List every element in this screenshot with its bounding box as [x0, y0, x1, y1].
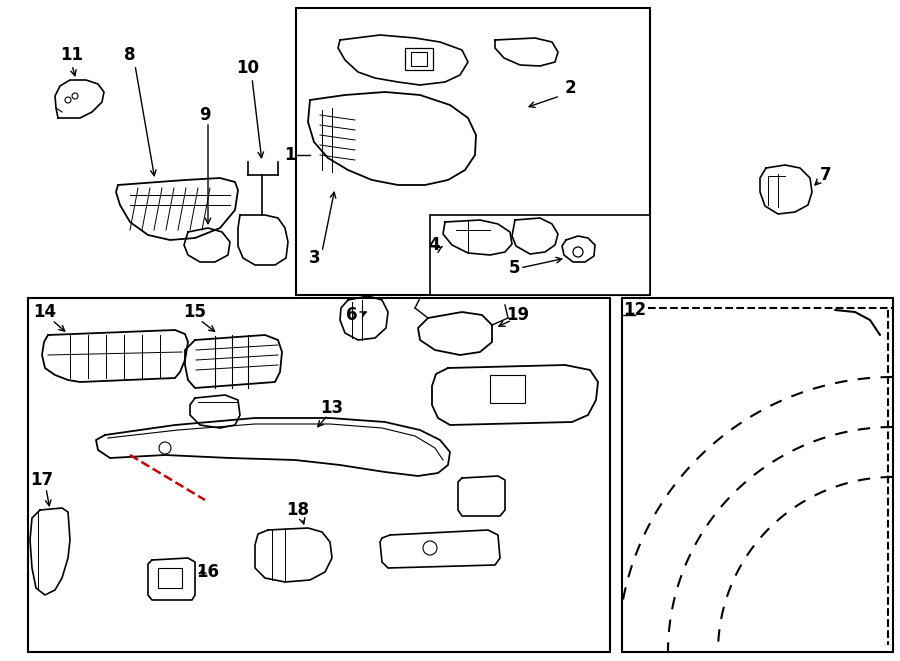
Text: 9: 9 — [199, 106, 211, 124]
Text: 12: 12 — [624, 301, 646, 319]
Text: 10: 10 — [237, 59, 259, 77]
Bar — [411, 52, 427, 66]
Text: 8: 8 — [124, 46, 136, 64]
Text: 19: 19 — [507, 306, 529, 324]
Bar — [405, 48, 433, 70]
Text: 6: 6 — [346, 306, 358, 324]
Bar — [296, 8, 650, 295]
Text: 13: 13 — [320, 399, 344, 417]
Bar — [622, 298, 893, 652]
Text: 18: 18 — [286, 501, 310, 519]
Text: 15: 15 — [184, 303, 206, 321]
Text: 3: 3 — [310, 249, 320, 267]
Text: 5: 5 — [508, 259, 520, 277]
Text: 4: 4 — [428, 236, 440, 254]
Bar — [430, 215, 650, 295]
Bar — [28, 298, 610, 652]
Text: 16: 16 — [196, 563, 220, 581]
Text: 14: 14 — [33, 303, 57, 321]
Bar — [158, 568, 182, 588]
Text: 1: 1 — [284, 146, 296, 164]
Text: 2: 2 — [564, 79, 576, 97]
Text: 17: 17 — [31, 471, 54, 489]
Bar — [490, 375, 525, 403]
Text: 11: 11 — [60, 46, 84, 64]
Text: 7: 7 — [820, 166, 832, 184]
